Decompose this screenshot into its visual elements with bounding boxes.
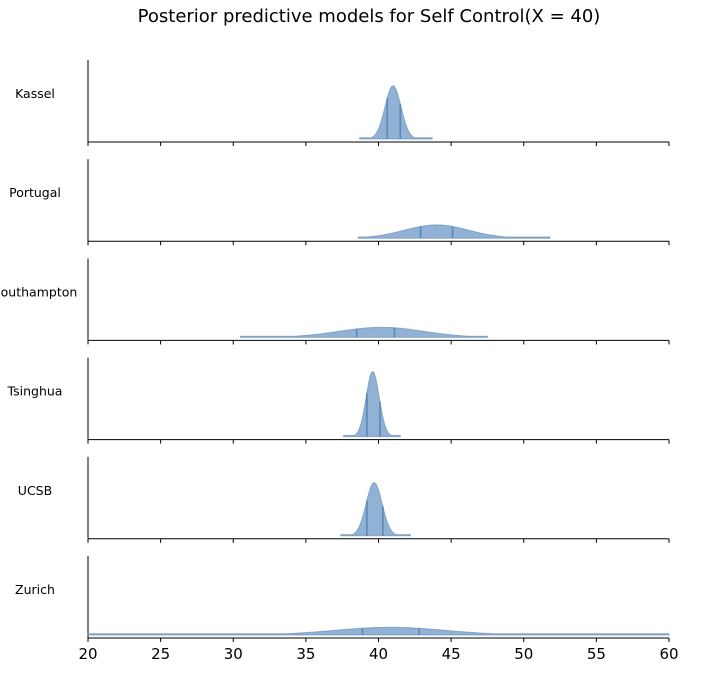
density-shape bbox=[343, 371, 401, 438]
x-tick-label: 55 bbox=[587, 645, 606, 663]
x-tick-label: 35 bbox=[296, 645, 315, 663]
ridge-row-zurich: Zurich bbox=[15, 556, 670, 642]
x-tick-label: 50 bbox=[514, 645, 533, 663]
x-tick-label: 30 bbox=[224, 645, 243, 663]
row-label: Southampton bbox=[0, 284, 77, 299]
density-shape bbox=[240, 326, 488, 338]
row-label: Portugal bbox=[9, 185, 61, 200]
ridge-row-portugal: Portugal bbox=[9, 159, 670, 246]
density-shape bbox=[359, 85, 433, 140]
x-tick-label: 40 bbox=[369, 645, 388, 663]
row-label: UCSB bbox=[18, 483, 52, 498]
x-tick-label: 60 bbox=[659, 645, 678, 663]
density-shape bbox=[87, 626, 670, 636]
density-shape bbox=[357, 224, 551, 239]
x-tick-label: 20 bbox=[78, 645, 97, 663]
x-tick-label: 45 bbox=[442, 645, 461, 663]
x-tick-label: 25 bbox=[151, 645, 170, 663]
chart-title: Posterior predictive models for Self Con… bbox=[138, 6, 601, 27]
ridge-row-kassel: Kassel bbox=[15, 60, 670, 146]
density-shape bbox=[340, 482, 411, 537]
row-label: Kassel bbox=[15, 86, 55, 101]
ridge-row-ucsb: UCSB bbox=[18, 456, 670, 543]
ridge-row-tsinghua: Tsinghua bbox=[7, 357, 670, 444]
row-label: Tsinghua bbox=[7, 384, 63, 399]
ridge-row-southampton: Southampton bbox=[0, 258, 670, 345]
ridge-rows: Kassel Portugal Southampton Tsinghua UCSB Zur… bbox=[0, 60, 670, 642]
row-label: Zurich bbox=[15, 582, 55, 597]
x-axis: 20 25 30 35 40 45 50 55 60 bbox=[78, 645, 678, 663]
